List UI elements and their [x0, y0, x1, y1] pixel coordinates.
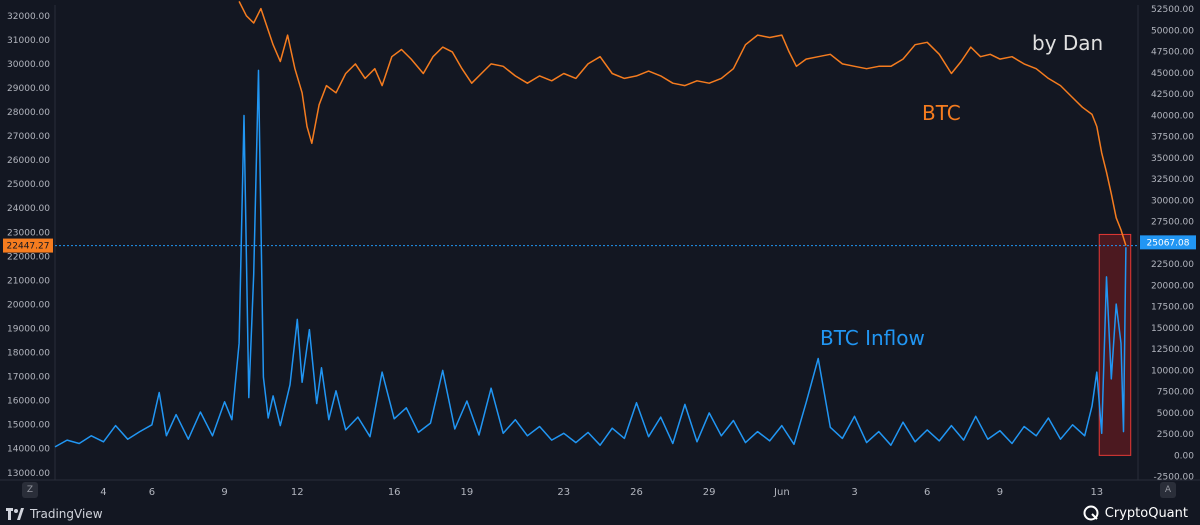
cryptoquant-logo[interactable]: CryptoQuant	[1083, 505, 1188, 521]
left-tick-label: 13000.00	[7, 469, 50, 479]
x-tick-label: 9	[221, 487, 227, 498]
right-tick-label: 27500.00	[1151, 218, 1194, 228]
x-tick-label: 12	[291, 487, 304, 498]
current-value-badges: 22447.27 25067.08	[3, 235, 1196, 253]
x-tick-label: 4	[100, 487, 106, 498]
chart[interactable]: 32000.00 31000.00 30000.00 29000.00 28000.00…	[0, 0, 1200, 500]
right-tick-label: 47500.00	[1151, 48, 1194, 58]
chart-background	[0, 0, 1200, 500]
tradingview-label: TradingView	[30, 507, 103, 521]
left-current-label: 22447.27	[7, 242, 50, 252]
x-tick-label: 23	[557, 487, 570, 498]
right-tick-label: 20000.00	[1151, 281, 1194, 291]
right-tick-label: 12500.00	[1151, 345, 1194, 355]
left-tick-label: 27000.00	[7, 132, 50, 142]
x-tick-label: 26	[630, 487, 643, 498]
right-current-badge	[1140, 235, 1196, 250]
left-tick-label: 26000.00	[7, 156, 50, 166]
right-tick-label: 15000.00	[1151, 324, 1194, 334]
right-tick-label: 37500.00	[1151, 133, 1194, 143]
x-tick-label: 6	[149, 487, 155, 498]
series-layer	[54, 1, 1127, 448]
left-tick-label: 25000.00	[7, 180, 50, 190]
right-tick-label: 50000.00	[1151, 26, 1194, 36]
left-tick-label: 17000.00	[7, 373, 50, 383]
left-tick-label: 14000.00	[7, 445, 50, 455]
x-tick-label: 29	[703, 487, 716, 498]
right-tick-label: 0.00	[1174, 451, 1194, 461]
left-tick-label: 20000.00	[7, 300, 50, 310]
left-tick-label: 24000.00	[7, 204, 50, 214]
right-tick-label: 42500.00	[1151, 90, 1194, 100]
right-tick-label: 2500.00	[1157, 430, 1194, 440]
left-tick-label: 19000.00	[7, 324, 50, 334]
left-tick-label: 21000.00	[7, 276, 50, 286]
right-tick-label: 35000.00	[1151, 154, 1194, 164]
watermark: by Dan	[1032, 31, 1103, 55]
btc-inflow-annotation: BTC Inflow	[820, 326, 925, 350]
left-tick-label: 23000.00	[7, 228, 50, 238]
x-tick-label: 6	[924, 487, 930, 498]
right-tick-label: 40000.00	[1151, 111, 1194, 121]
right-tick-label: 30000.00	[1151, 196, 1194, 206]
x-tick-label: 16	[388, 487, 401, 498]
right-tick-label: 32500.00	[1151, 175, 1194, 185]
btc-inflow-line	[54, 69, 1127, 448]
x-tick-label: 13	[1090, 487, 1103, 498]
x-tick-label: 9	[997, 487, 1003, 498]
left-tick-label: 28000.00	[7, 108, 50, 118]
left-tick-label: 22000.00	[7, 252, 50, 262]
right-tick-label: 5000.00	[1157, 409, 1194, 419]
right-tick-label: 10000.00	[1151, 366, 1194, 376]
cryptoquant-icon	[1083, 505, 1099, 521]
btc-price-line	[238, 1, 1127, 246]
right-tick-label: -2500.00	[1154, 473, 1195, 483]
x-axis: 4 6 9 12 16 19 23 26 29 Jun 3 6 9 13	[100, 487, 1103, 498]
btc-annotation: BTC	[922, 101, 961, 125]
right-current-label: 25067.08	[1147, 238, 1190, 248]
left-tick-label: 30000.00	[7, 60, 50, 70]
right-tick-label: 17500.00	[1151, 303, 1194, 313]
left-tick-label: 18000.00	[7, 349, 50, 359]
x-tick-label: 19	[461, 487, 474, 498]
right-tick-label: 52500.00	[1151, 5, 1194, 15]
left-tick-label: 15000.00	[7, 421, 50, 431]
x-tick-label: Jun	[773, 487, 790, 498]
tradingview-logo[interactable]: TradingView	[6, 507, 103, 521]
right-tick-label: 7500.00	[1157, 388, 1194, 398]
left-tick-label: 29000.00	[7, 84, 50, 94]
tradingview-icon	[6, 508, 24, 520]
footer	[0, 500, 1200, 525]
x-tick-label: 3	[851, 487, 857, 498]
left-tick-label: 32000.00	[7, 12, 50, 22]
right-tick-label: 22500.00	[1151, 260, 1194, 270]
left-axis-button[interactable]: Z	[22, 482, 38, 498]
right-tick-label: 45000.00	[1151, 69, 1194, 79]
left-tick-label: 31000.00	[7, 36, 50, 46]
right-axis-button[interactable]: A	[1160, 482, 1176, 498]
left-current-badge	[3, 238, 53, 253]
cryptoquant-label: CryptoQuant	[1104, 505, 1188, 521]
left-tick-label: 16000.00	[7, 397, 50, 407]
left-axis: 32000.00 31000.00 30000.00 29000.00 28000.00…	[7, 12, 50, 479]
